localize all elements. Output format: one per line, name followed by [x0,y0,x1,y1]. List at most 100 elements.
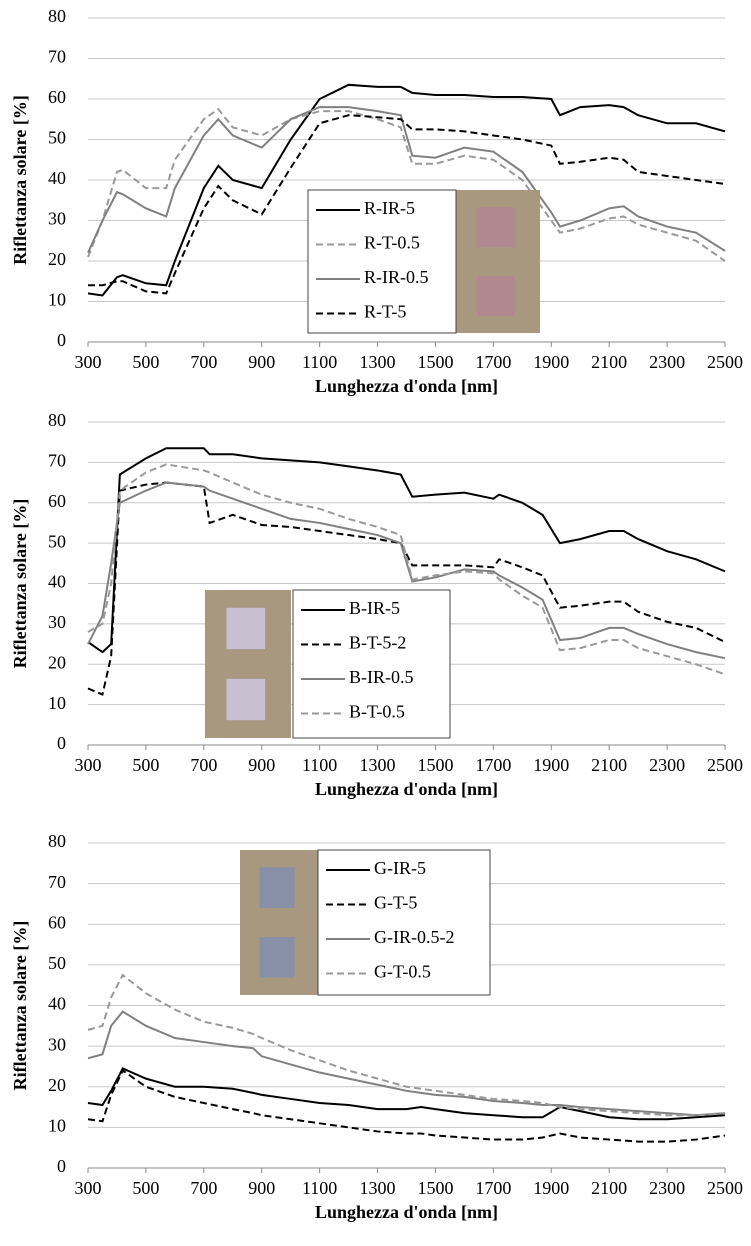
x-tick-label: 1700 [475,755,511,775]
y-tick-label: 70 [48,872,66,892]
x-tick-label: 500 [132,352,159,372]
y-tick-label: 10 [48,290,66,310]
x-axis-title: Lunghezza d'onda [nm] [315,779,498,799]
y-axis-title: Riflettanza solare [%] [10,921,30,1091]
y-tick-label: 80 [48,831,66,851]
y-tick-label: 80 [48,6,66,26]
y-axis-title: Riflettanza solare [%] [10,95,30,265]
x-tick-label: 900 [248,352,275,372]
y-tick-label: 60 [48,491,66,511]
x-tick-label: 2300 [649,1178,685,1198]
sample-tile [259,867,295,908]
x-tick-label: 300 [75,755,102,775]
x-tick-label: 1100 [302,1178,337,1198]
x-tick-label: 700 [190,1178,217,1198]
x-tick-label: 900 [248,755,275,775]
y-tick-label: 60 [48,912,66,932]
x-tick-label: 1900 [533,352,569,372]
y-axis-title: Riflettanza solare [%] [10,499,30,669]
y-tick-label: 30 [48,612,66,632]
x-tick-label: 1100 [302,352,337,372]
sample-tile [259,937,295,978]
y-tick-label: 70 [48,47,66,67]
x-tick-label: 1300 [360,1178,396,1198]
x-tick-label: 2100 [591,755,627,775]
x-tick-label: 1500 [417,352,453,372]
x-tick-label: 1700 [475,352,511,372]
x-tick-label: 1900 [533,755,569,775]
data-line [87,463,726,676]
y-tick-label: 60 [48,87,66,107]
y-tick-label: 10 [48,693,66,713]
y-tick-label: 40 [48,572,66,592]
data-line [87,1010,726,1117]
y-tick-label: 20 [48,652,66,672]
x-tick-label: 2100 [591,1178,627,1198]
legend-label: G-T-0.5 [374,962,431,982]
y-tick-label: 70 [48,451,66,471]
y-tick-label: 50 [48,128,66,148]
x-tick-label: 2500 [707,352,743,372]
data-line [87,481,726,660]
x-tick-label: 2100 [591,352,627,372]
legend-label: R-T-0.5 [364,233,420,253]
y-tick-label: 0 [57,1156,66,1176]
x-tick-label: 700 [190,755,217,775]
chart: 0 10 20 30 40 50 60 70 80 300 500 700 900 1100 1300 150… [10,410,743,799]
y-tick-label: 0 [57,733,66,753]
sample-tile [477,207,515,248]
x-tick-label: 300 [75,1178,102,1198]
legend-label: R-T-5 [364,302,406,322]
x-tick-label: 2500 [707,755,743,775]
x-tick-label: 1500 [417,755,453,775]
y-tick-label: 20 [48,249,66,269]
x-tick-label: 1100 [302,755,337,775]
x-tick-label: 1700 [475,1178,511,1198]
x-tick-label: 1900 [533,1178,569,1198]
legend-label: G-IR-5 [374,858,426,878]
y-tick-label: 50 [48,531,66,551]
chart: 0 10 20 30 40 50 60 70 80 300 500 700 900 1100 1300 150… [10,6,743,396]
sample-tile [226,607,266,650]
data-line [87,973,726,1117]
data-line [87,1069,726,1143]
y-tick-label: 80 [48,410,66,430]
data-line [87,107,726,262]
legend-label: B-IR-5 [349,598,400,618]
chart: 0 10 20 30 40 50 60 70 80 300 500 700 900 1100 1300 150… [10,831,743,1222]
data-line [87,447,726,654]
x-tick-label: 1500 [417,1178,453,1198]
data-line [87,1067,726,1121]
x-tick-label: 500 [132,1178,159,1198]
legend-box [317,849,491,996]
y-tick-label: 0 [57,330,66,350]
y-tick-label: 30 [48,1034,66,1054]
legend-box [307,189,457,334]
x-tick-label: 300 [75,352,102,372]
x-axis-title: Lunghezza d'onda [nm] [315,1202,498,1222]
data-line [88,114,726,295]
x-tick-label: 700 [190,352,217,372]
legend-label: R-IR-5 [364,198,415,218]
x-tick-label: 500 [132,755,159,775]
y-tick-label: 40 [48,168,66,188]
legend-label: B-IR-0.5 [349,667,414,687]
y-tick-label: 50 [48,953,66,973]
data-line [87,106,726,254]
x-tick-label: 1300 [360,352,396,372]
y-tick-label: 20 [48,1075,66,1095]
y-tick-label: 30 [48,209,66,229]
data-line [87,83,726,297]
x-tick-label: 900 [248,1178,275,1198]
legend-label: G-IR-0.5-2 [374,927,454,947]
legend-box [292,589,451,739]
x-tick-label: 1300 [360,755,396,775]
legend-label: G-T-5 [374,893,417,913]
legend-label: B-T-5-2 [349,633,406,653]
legend-label: R-IR-0.5 [364,267,429,287]
x-tick-label: 2300 [649,352,685,372]
y-tick-label: 40 [48,994,66,1014]
x-tick-label: 2300 [649,755,685,775]
x-axis-title: Lunghezza d'onda [nm] [315,376,498,396]
